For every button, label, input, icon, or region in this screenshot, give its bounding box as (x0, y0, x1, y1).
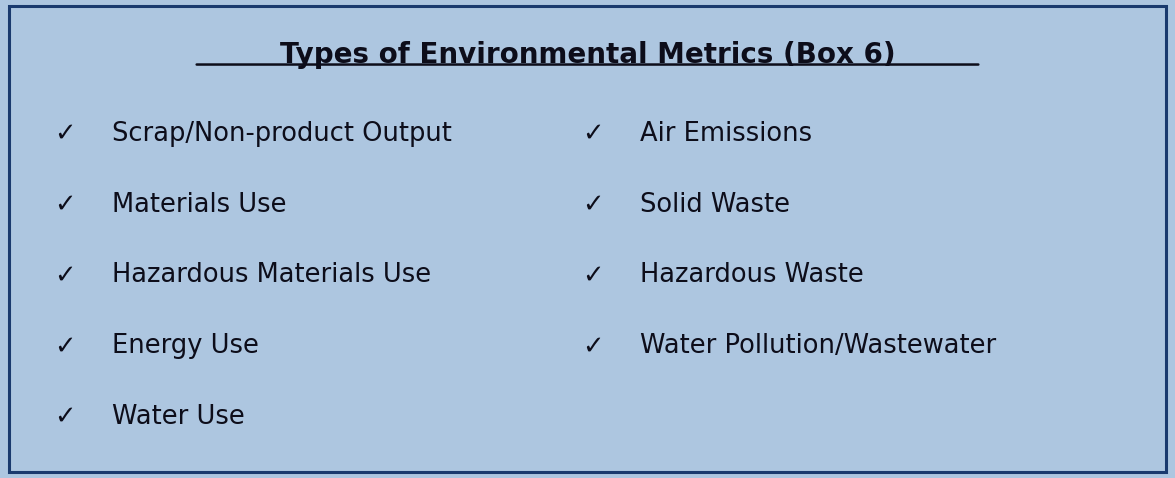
Text: ✓: ✓ (583, 192, 604, 217)
Text: Types of Environmental Metrics (Box 6): Types of Environmental Metrics (Box 6) (280, 41, 895, 69)
Text: ✓: ✓ (54, 262, 75, 288)
Text: ✓: ✓ (54, 121, 75, 147)
Text: Scrap/Non-product Output: Scrap/Non-product Output (112, 121, 451, 147)
Text: Hazardous Materials Use: Hazardous Materials Use (112, 262, 431, 288)
Text: Water Pollution/Wastewater: Water Pollution/Wastewater (640, 333, 996, 359)
Text: ✓: ✓ (583, 262, 604, 288)
Text: ✓: ✓ (583, 121, 604, 147)
Text: Water Use: Water Use (112, 404, 244, 430)
FancyBboxPatch shape (9, 6, 1166, 472)
Text: Hazardous Waste: Hazardous Waste (640, 262, 864, 288)
Text: Energy Use: Energy Use (112, 333, 258, 359)
Text: ✓: ✓ (583, 333, 604, 359)
Text: Solid Waste: Solid Waste (640, 192, 791, 217)
Text: Air Emissions: Air Emissions (640, 121, 812, 147)
Text: ✓: ✓ (54, 404, 75, 430)
Text: ✓: ✓ (54, 333, 75, 359)
Text: ✓: ✓ (54, 192, 75, 217)
Text: Materials Use: Materials Use (112, 192, 287, 217)
